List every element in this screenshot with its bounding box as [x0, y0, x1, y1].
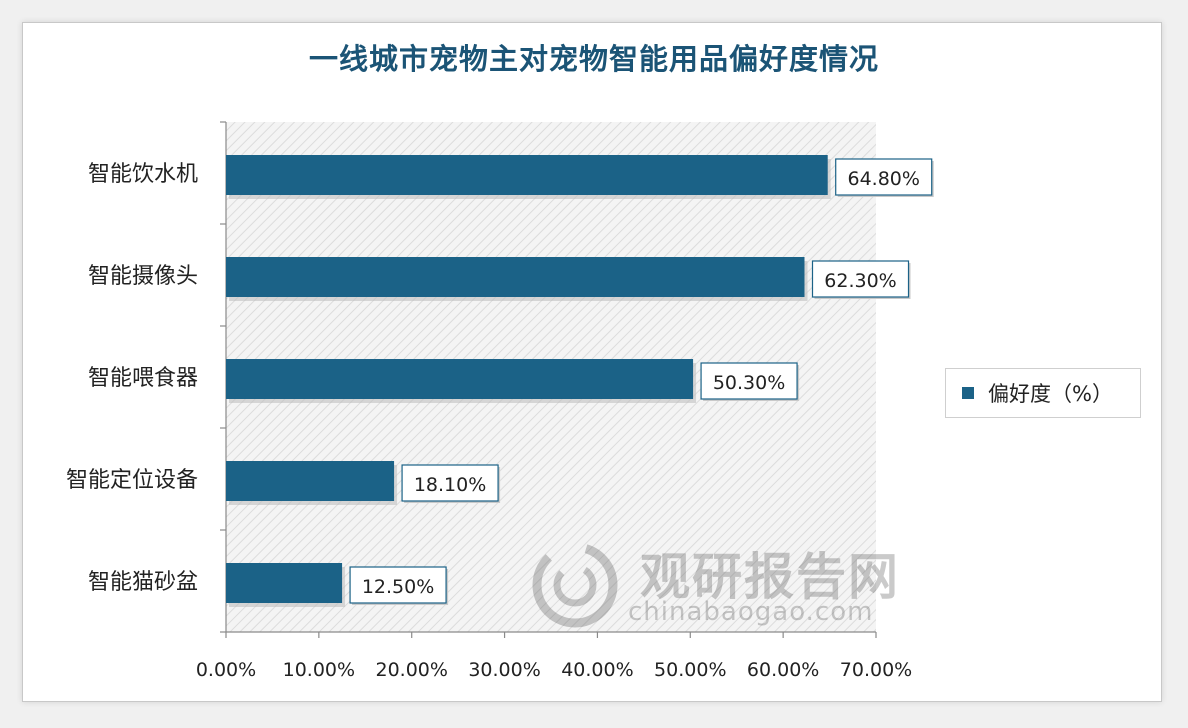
legend: 偏好度（%） — [945, 368, 1141, 418]
x-tick-label: 40.00% — [561, 659, 633, 681]
watermark: 观研报告网 chinabaogao.com — [520, 535, 920, 635]
data-label-box — [349, 566, 447, 604]
bar — [226, 359, 694, 399]
data-label: 64.80% — [847, 168, 919, 190]
data-label-box — [811, 260, 910, 298]
chart-title: 一线城市宠物主对宠物智能用品偏好度情况 — [308, 42, 879, 76]
legend-label: 偏好度（%） — [988, 382, 1113, 406]
watermark-logo-icon — [532, 542, 618, 628]
x-tick-label: 10.00% — [283, 659, 355, 681]
x-tick-label: 0.00% — [196, 659, 256, 681]
bar — [226, 563, 343, 603]
bar — [226, 155, 828, 195]
data-label: 62.30% — [824, 270, 896, 292]
data-label: 12.50% — [362, 576, 434, 598]
legend-swatch — [962, 387, 974, 399]
x-tick-label: 20.00% — [375, 659, 447, 681]
category-label: 智能饮水机 — [88, 162, 198, 187]
data-label: 50.30% — [713, 372, 785, 394]
x-tick-label: 70.00% — [840, 659, 912, 681]
data-label-box — [401, 464, 499, 502]
x-tick-label: 50.00% — [654, 659, 726, 681]
data-label-box — [700, 362, 798, 400]
bar — [226, 257, 805, 297]
x-tick-label: 60.00% — [747, 659, 819, 681]
x-tick-label: 30.00% — [468, 659, 540, 681]
category-label: 智能摄像头 — [88, 264, 198, 289]
category-label: 智能定位设备 — [66, 468, 198, 493]
watermark-english: chinabaogao.com — [628, 597, 874, 627]
data-label-box — [835, 158, 933, 196]
watermark-chinese: 观研报告网 — [640, 548, 900, 606]
bar — [226, 461, 395, 501]
category-label: 智能喂食器 — [88, 366, 198, 391]
data-label: 18.10% — [414, 474, 486, 496]
category-label: 智能猫砂盆 — [88, 570, 198, 595]
